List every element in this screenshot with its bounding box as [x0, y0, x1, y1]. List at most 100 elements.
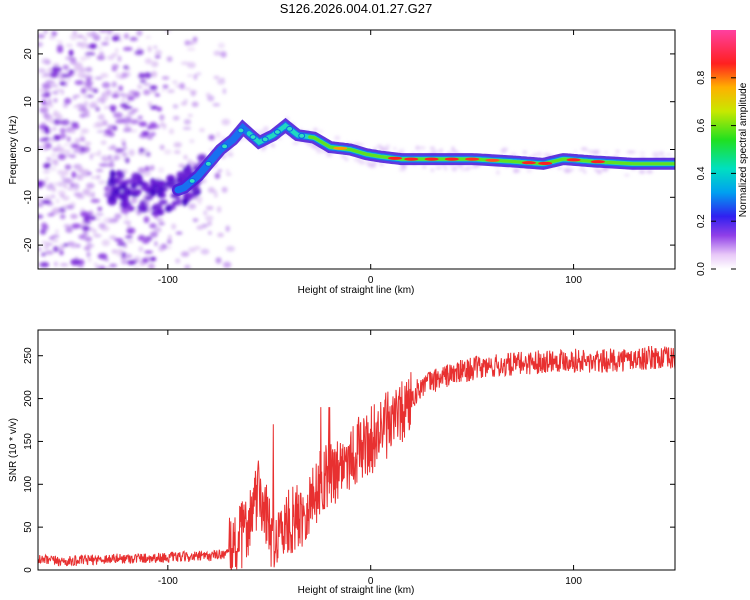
noise-blob [115, 72, 121, 79]
noise-blob [136, 30, 143, 36]
noise-blob [127, 96, 135, 101]
noise-blob [69, 182, 75, 188]
noise-blob [90, 198, 101, 203]
ridge-blob [151, 211, 157, 216]
noise-blob [227, 152, 234, 157]
noise-blob [51, 66, 62, 73]
noise-blob [71, 223, 81, 229]
colorbar-tick-label: 0.4 [696, 166, 707, 180]
noise-blob [60, 119, 70, 126]
y-tick-label: 50 [23, 521, 34, 533]
noise-blob [122, 46, 133, 51]
noise-blob [166, 56, 173, 62]
noise-blob [63, 184, 68, 189]
noise-blob [80, 211, 89, 218]
noise-blob [55, 198, 60, 204]
noise-blob [106, 266, 110, 269]
x-tick-label: -100 [158, 576, 178, 587]
noise-blob [144, 250, 154, 254]
noise-blob [133, 265, 140, 269]
noise-blob [443, 166, 448, 171]
noise-blob [98, 180, 106, 185]
noise-blob [193, 73, 198, 80]
noise-blob [184, 87, 192, 91]
noise-blob [69, 60, 77, 65]
noise-blob [62, 195, 70, 201]
noise-blob [137, 236, 147, 241]
noise-blob [125, 157, 130, 164]
noise-blob [187, 114, 193, 117]
noise-blob [72, 149, 81, 153]
noise-blob [501, 147, 509, 152]
noise-blob [38, 41, 44, 48]
noise-blob [76, 195, 85, 200]
noise-blob [526, 169, 532, 173]
noise-blob [180, 102, 188, 106]
noise-blob [213, 75, 220, 80]
noise-blob [208, 231, 212, 235]
noise-blob [182, 127, 192, 130]
noise-blob [144, 58, 152, 65]
noise-blob [149, 223, 157, 229]
noise-blob [154, 241, 158, 247]
y-tick-label: 20 [23, 48, 34, 60]
noise-blob [214, 193, 218, 198]
noise-blob [81, 41, 88, 48]
ridge-blob [158, 199, 168, 205]
noise-blob [60, 89, 65, 95]
noise-blob [186, 61, 195, 66]
noise-blob [80, 128, 90, 134]
noise-blob [149, 256, 157, 262]
noise-blob [62, 64, 69, 71]
noise-blob [71, 124, 80, 130]
noise-blob [90, 176, 97, 179]
noise-blob [160, 121, 164, 127]
noise-blob [103, 94, 109, 101]
noise-blob [39, 228, 47, 235]
noise-blob [60, 173, 65, 180]
noise-blob [78, 67, 87, 73]
noise-blob [59, 263, 69, 267]
noise-blob [104, 186, 110, 192]
ridge-blob [150, 205, 158, 211]
noise-blob [49, 35, 56, 40]
noise-blob [179, 82, 186, 90]
ridge-dot [286, 125, 294, 132]
noise-blob [513, 168, 519, 172]
noise-blob [111, 249, 118, 254]
noise-blob [215, 257, 222, 264]
spectrogram-heatmap [38, 30, 675, 269]
noise-blob [200, 248, 210, 255]
noise-blob [154, 51, 161, 56]
noise-blob [57, 143, 61, 149]
noise-blob [78, 234, 85, 239]
noise-blob [89, 101, 98, 108]
noise-blob [53, 109, 58, 117]
noise-blob [76, 176, 84, 181]
ridge-blob [135, 174, 143, 183]
noise-blob [138, 121, 148, 127]
ridge-blob [157, 189, 162, 198]
noise-blob [71, 127, 76, 134]
noise-blob [124, 216, 129, 219]
noise-blob [58, 207, 66, 213]
ridge-blob [114, 177, 121, 184]
noise-blob [652, 151, 660, 157]
noise-blob [315, 149, 323, 154]
ridge-blob [139, 206, 149, 213]
noise-blob [156, 218, 164, 221]
noise-blob [89, 153, 94, 160]
noise-blob [53, 98, 58, 103]
noise-blob [138, 246, 144, 253]
noise-blob [196, 72, 202, 76]
noise-blob [111, 35, 120, 42]
noise-blob [41, 223, 49, 230]
noise-blob [143, 89, 151, 96]
noise-blob [399, 148, 405, 151]
noise-blob [112, 125, 118, 131]
x-tick-label: 0 [368, 275, 374, 286]
noise-blob [109, 263, 118, 268]
noise-blob [162, 84, 169, 89]
noise-blob [376, 144, 383, 148]
noise-blob [123, 220, 132, 224]
